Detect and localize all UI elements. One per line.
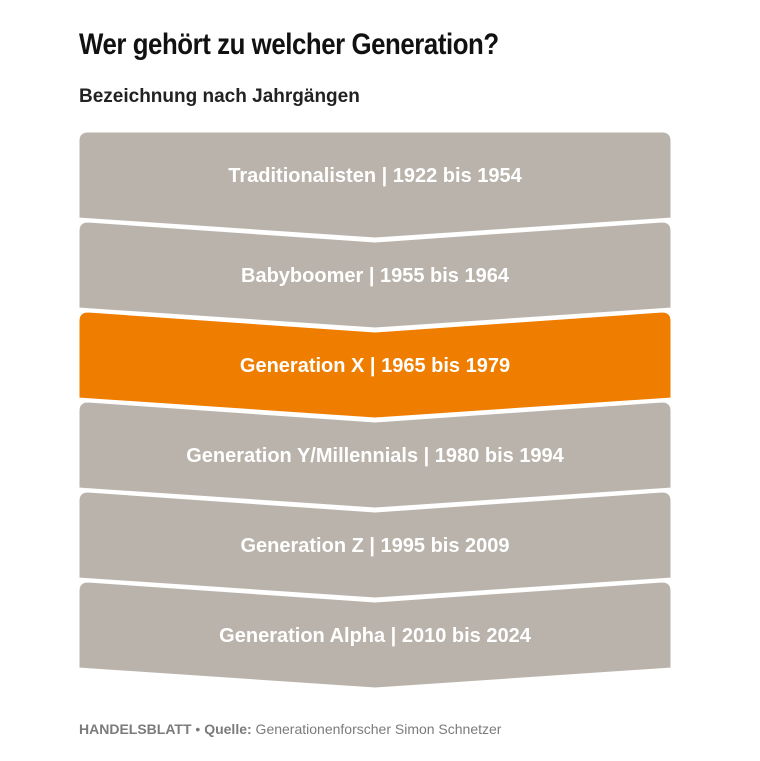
generation-band-1 xyxy=(76,129,674,241)
generation-label-6: Generation Alpha | 2010 bis 2024 xyxy=(219,625,532,647)
footer-brand: HANDELSBLATT xyxy=(79,721,192,737)
footer-separator: • xyxy=(191,721,205,737)
generation-label-5: Generation Z | 1995 bis 2009 xyxy=(240,535,509,557)
generation-band-2 xyxy=(76,219,674,331)
generation-label-3: Generation X | 1965 bis 1979 xyxy=(240,355,510,377)
generation-band-6 xyxy=(76,579,674,691)
page-title: Wer gehört zu welcher Generation? xyxy=(79,28,499,61)
generation-label-4: Generation Y/Millennials | 1980 bis 1994 xyxy=(186,445,564,467)
generation-band-4 xyxy=(76,399,674,511)
generation-label-2: Babyboomer | 1955 bis 1964 xyxy=(241,265,510,287)
footer-source-label: Quelle: xyxy=(204,721,252,737)
generation-chevron-diagram: Traditionalisten | 1922 bis 1954 Babyboom… xyxy=(76,129,674,691)
generation-band-5 xyxy=(76,489,674,601)
generation-label-1: Traditionalisten | 1922 bis 1954 xyxy=(228,165,522,187)
generation-band-3 xyxy=(76,309,674,421)
page-subtitle: Bezeichnung nach Jahrgängen xyxy=(79,86,360,107)
source-footer: HANDELSBLATT • Quelle: Generationenforsc… xyxy=(79,721,501,737)
footer-source-text: Generationenforscher Simon Schnetzer xyxy=(251,721,502,737)
